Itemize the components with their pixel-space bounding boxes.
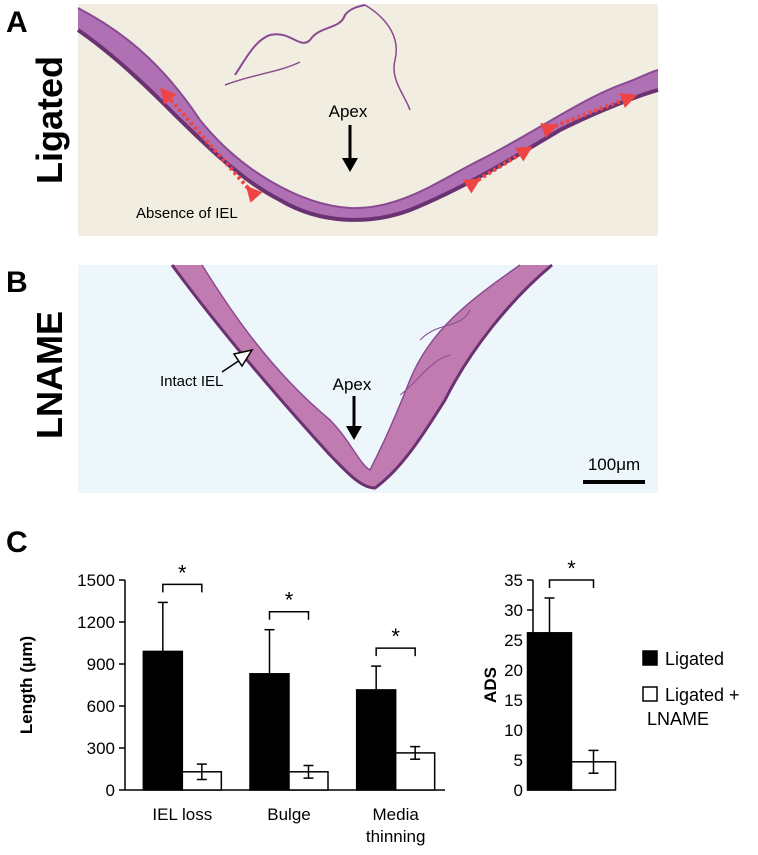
category-label: Media [373, 805, 420, 824]
y-tick-label: 25 [504, 631, 523, 650]
significance-star: * [178, 560, 187, 585]
panel-b-intact-iel-arrow-icon [221, 348, 254, 373]
y-axis-title: Length (μm) [17, 636, 36, 734]
y-axis-title: ADS [481, 667, 500, 703]
panel-c-letter: C [6, 526, 28, 559]
y-tick-label: 30 [504, 601, 523, 620]
scale-bar-label: 100μm [588, 455, 640, 474]
panel-b-micrograph-background [78, 265, 658, 493]
y-tick-label: 0 [106, 781, 115, 800]
y-tick-label: 1200 [77, 613, 115, 632]
legend-label: Ligated [665, 649, 724, 669]
iel-arrow-3 [540, 93, 637, 139]
significance-bracket [268, 610, 310, 620]
panel-b-annotation: Intact IEL [160, 373, 223, 390]
y-tick-label: 0 [514, 781, 523, 800]
panel-a-apex-arrow-icon [342, 125, 358, 172]
legend-label: LNAME [647, 709, 709, 729]
panel-a-row-label: Ligated [29, 56, 70, 184]
y-tick-label: 5 [514, 751, 523, 770]
category-label: thinning [366, 827, 426, 846]
y-tick-label: 10 [504, 721, 523, 740]
panel-b-apex-label: Apex [333, 375, 372, 394]
chart-ads: 0 5 10 15 20 25 30 35 ADS * Ligated Ligated + LNAME [481, 556, 740, 800]
panel-b-row-label: LNAME [29, 311, 70, 439]
panel-a-letter: A [6, 6, 28, 39]
significance-bracket [375, 647, 416, 657]
y-tick-label: 15 [504, 691, 523, 710]
significance-bracket [548, 579, 595, 588]
category-label: Bulge [267, 805, 310, 824]
y-tick-label: 300 [87, 739, 115, 758]
significance-star: * [285, 588, 294, 613]
y-tick-label: 900 [87, 655, 115, 674]
panel-b-letter: B [6, 266, 28, 299]
y-tick-label: 20 [504, 661, 523, 680]
panel-a: A Ligated Apex Absence of IEL [6, 4, 659, 236]
significance-bracket [162, 583, 203, 593]
panel-b: B LNAME Intact IEL Apex 100μm [6, 263, 658, 493]
panel-a-apex-label: Apex [329, 102, 368, 121]
panel-a-annotation: Absence of IEL [136, 205, 238, 222]
significance-star: * [567, 556, 576, 581]
panel-b-apex-arrow-icon [346, 396, 362, 440]
iel-arrow-2 [462, 146, 533, 194]
y-tick-label: 35 [504, 571, 523, 590]
panel-b-vessel-wall [170, 263, 553, 490]
category-label: IEL loss [152, 805, 212, 824]
significance-star: * [391, 624, 400, 649]
legend-swatch [642, 686, 658, 702]
legend-swatch [642, 650, 658, 666]
iel-arrow-1 [159, 87, 263, 203]
y-tick-label: 1500 [77, 571, 115, 590]
legend-label: Ligated + [665, 685, 740, 705]
panel-a-iel-arrows [159, 87, 637, 203]
y-tick-label: 600 [87, 697, 115, 716]
chart-length: 0 300 600 900 1200 1500 Length (μm) * IEL loss * B… [17, 560, 445, 846]
